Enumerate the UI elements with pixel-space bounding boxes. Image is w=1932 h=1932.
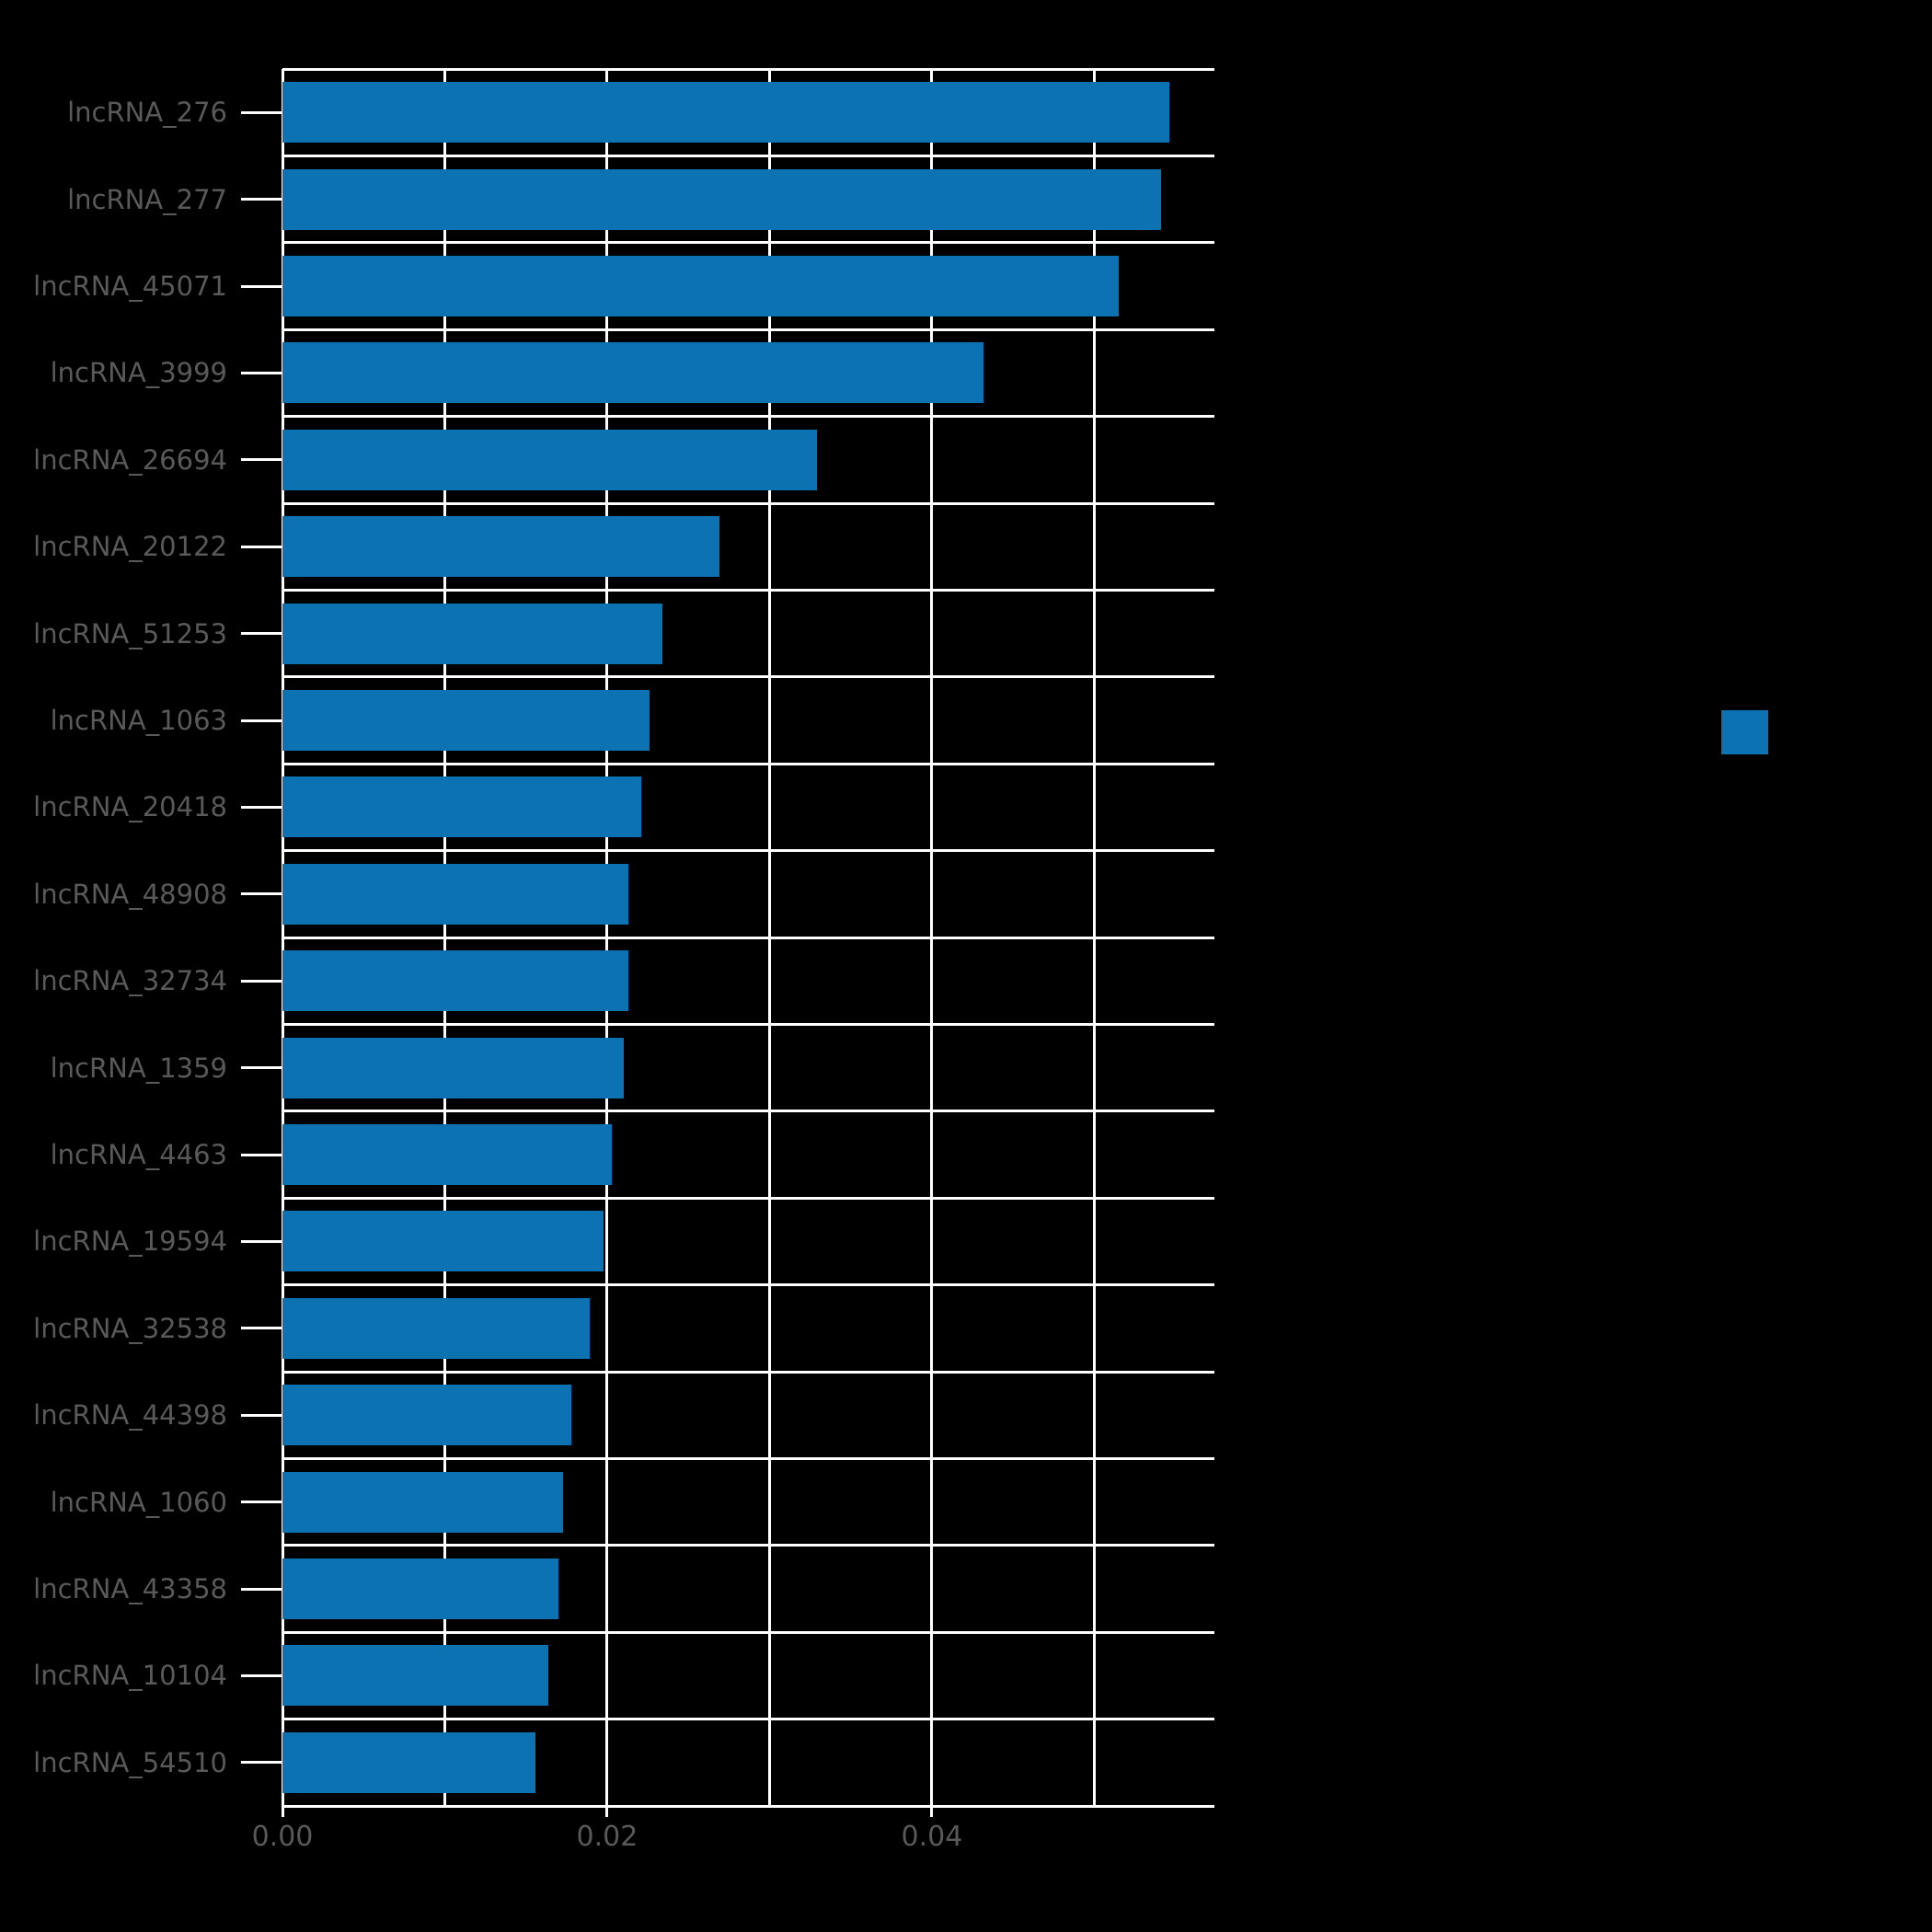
y-gridline xyxy=(282,588,1214,592)
x-axis-labels: 0.00 0.02 0.04 xyxy=(252,1806,1214,1880)
y-axis-label: lncRNA_43358 xyxy=(33,1573,227,1604)
y-axis-label: lncRNA_3999 xyxy=(50,357,227,389)
bar xyxy=(282,1297,590,1359)
y-gridline xyxy=(282,1718,1214,1721)
y-axis-label: lncRNA_10104 xyxy=(33,1660,227,1692)
y-axis-label: lncRNA_4463 xyxy=(50,1139,227,1170)
y-axis-label: lncRNA_45071 xyxy=(33,270,227,302)
y-axis-label: lncRNA_54510 xyxy=(33,1746,227,1778)
y-gridline xyxy=(282,1110,1214,1113)
y-tick-mark xyxy=(241,1673,282,1677)
x-axis-label: 0.04 xyxy=(901,1821,963,1853)
y-axis-label: lncRNA_1060 xyxy=(50,1486,227,1518)
y-tick-mark xyxy=(241,545,282,548)
y-gridline xyxy=(282,1283,1214,1287)
y-tick-mark xyxy=(241,1327,282,1330)
bar xyxy=(282,429,817,490)
bar xyxy=(282,1037,624,1098)
y-gridline xyxy=(282,1456,1214,1460)
bar xyxy=(282,256,1119,316)
bar xyxy=(282,690,650,751)
y-axis-label: lncRNA_276 xyxy=(67,97,227,129)
x-axis-line xyxy=(282,1804,1214,1808)
y-axis-label: lncRNA_19594 xyxy=(33,1225,227,1258)
bar xyxy=(282,1385,572,1446)
y-tick-mark xyxy=(241,1239,282,1243)
bar xyxy=(282,776,642,838)
y-axis-label: lncRNA_20418 xyxy=(33,791,227,823)
bar xyxy=(282,1558,559,1619)
y-axis-label: lncRNA_26694 xyxy=(33,443,227,476)
bar xyxy=(282,603,662,664)
plot-area xyxy=(281,67,1214,1808)
y-gridline xyxy=(282,415,1214,419)
y-axis-label: lncRNA_1063 xyxy=(50,705,227,736)
x-axis-label: 0.02 xyxy=(576,1821,638,1853)
y-gridline xyxy=(282,67,1214,71)
legend-swatch xyxy=(1721,710,1768,754)
y-tick-mark xyxy=(241,719,282,722)
y-tick-mark xyxy=(241,198,282,201)
y-tick-mark xyxy=(241,1761,282,1765)
y-tick-mark xyxy=(241,1587,282,1591)
y-tick-mark xyxy=(241,371,282,374)
y-tick-mark xyxy=(241,892,282,896)
y-tick-mark xyxy=(241,284,282,288)
y-gridline xyxy=(282,1370,1214,1374)
y-axis-label: lncRNA_44398 xyxy=(33,1399,227,1432)
bar xyxy=(282,1731,536,1793)
y-tick-mark xyxy=(241,1066,282,1070)
y-axis-label: lncRNA_20122 xyxy=(33,531,227,563)
y-axis-label: lncRNA_1359 xyxy=(50,1052,227,1084)
y-gridline xyxy=(282,762,1214,765)
y-tick-mark xyxy=(241,632,282,636)
y-tick-mark xyxy=(241,458,282,462)
x-tick-mark xyxy=(930,1806,934,1817)
y-axis-labels: lncRNA_276 lncRNA_277 lncRNA_45071 lncRNA_3… xyxy=(0,69,282,1806)
y-gridline xyxy=(282,328,1214,331)
bar xyxy=(282,863,628,925)
y-tick-mark xyxy=(241,805,282,809)
bar xyxy=(282,168,1161,230)
y-tick-mark xyxy=(241,1413,282,1417)
y-axis-label: lncRNA_32538 xyxy=(33,1312,227,1344)
y-gridline xyxy=(282,501,1214,505)
bar xyxy=(282,82,1169,144)
y-tick-mark xyxy=(241,1153,282,1156)
x-tick-mark xyxy=(281,1806,284,1817)
y-tick-mark xyxy=(241,1501,282,1504)
y-gridline xyxy=(282,1196,1214,1200)
y-gridline xyxy=(282,154,1214,157)
y-gridline xyxy=(282,1022,1214,1026)
y-gridline xyxy=(282,936,1214,939)
bar xyxy=(282,342,984,404)
bar xyxy=(282,1471,564,1533)
y-gridline xyxy=(282,1544,1214,1547)
y-gridline xyxy=(282,675,1214,679)
y-axis-label: lncRNA_51253 xyxy=(33,617,227,650)
y-axis-label: lncRNA_48908 xyxy=(33,878,227,910)
y-axis-label: lncRNA_277 xyxy=(67,183,227,215)
y-tick-mark xyxy=(241,979,282,983)
x-axis-label: 0.00 xyxy=(251,1821,314,1853)
y-gridline xyxy=(282,1630,1214,1634)
bar xyxy=(282,1211,604,1272)
bar xyxy=(282,1124,613,1185)
bar xyxy=(282,1645,549,1707)
y-tick-mark xyxy=(241,110,282,114)
y-gridline xyxy=(282,241,1214,245)
bar xyxy=(282,516,719,578)
y-gridline xyxy=(282,849,1214,853)
x-tick-mark xyxy=(605,1806,609,1817)
y-axis-label: lncRNA_32734 xyxy=(33,965,227,997)
bar xyxy=(282,950,628,1012)
